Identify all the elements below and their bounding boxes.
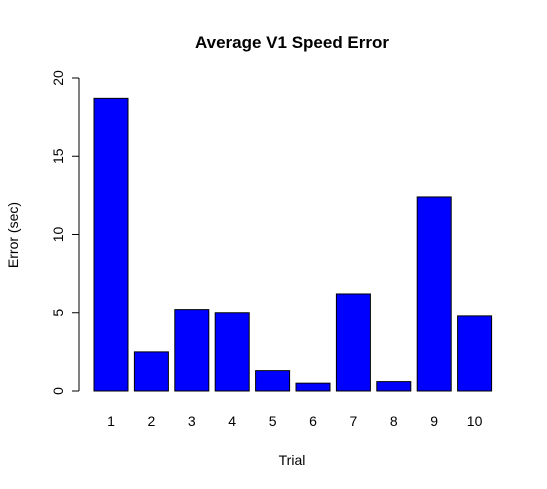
bar-trial-5 — [255, 370, 291, 392]
bar-trial-2 — [133, 351, 169, 392]
y-tick-label: 15 — [50, 148, 66, 164]
bar-trial-1 — [93, 97, 129, 392]
bar-trial-8 — [376, 381, 412, 392]
bars-group — [93, 97, 493, 392]
x-tick-label: 8 — [390, 413, 398, 429]
bar-trial-3 — [174, 309, 210, 392]
bar-trial-9 — [416, 196, 452, 392]
x-tick-label: 9 — [430, 413, 438, 429]
x-tick-label: 4 — [228, 413, 236, 429]
y-tick-label: 10 — [50, 227, 66, 243]
y-tick-label: 5 — [50, 309, 66, 317]
bar-trial-6 — [295, 382, 331, 392]
x-tick-label: 5 — [269, 413, 277, 429]
x-tick-label: 6 — [309, 413, 317, 429]
y-axis-label: Error (sec) — [5, 202, 21, 268]
x-tick-label: 1 — [107, 413, 115, 429]
x-tick-labels: 1 2 3 4 5 6 7 8 9 10 — [107, 413, 482, 429]
chart-title: Average V1 Speed Error — [195, 33, 389, 52]
x-tick-label: 2 — [148, 413, 156, 429]
x-tick-label: 7 — [350, 413, 358, 429]
y-tick-label: 0 — [50, 387, 66, 395]
bar-trial-10 — [457, 315, 493, 392]
bar-trial-4 — [214, 312, 250, 392]
x-tick-label: 3 — [188, 413, 196, 429]
x-axis-label: Trial — [279, 452, 306, 468]
y-tick-label: 20 — [50, 70, 66, 86]
x-tick-label: 10 — [467, 413, 483, 429]
bar-trial-7 — [335, 293, 371, 392]
y-axis: 0 5 10 15 20 — [50, 70, 80, 395]
